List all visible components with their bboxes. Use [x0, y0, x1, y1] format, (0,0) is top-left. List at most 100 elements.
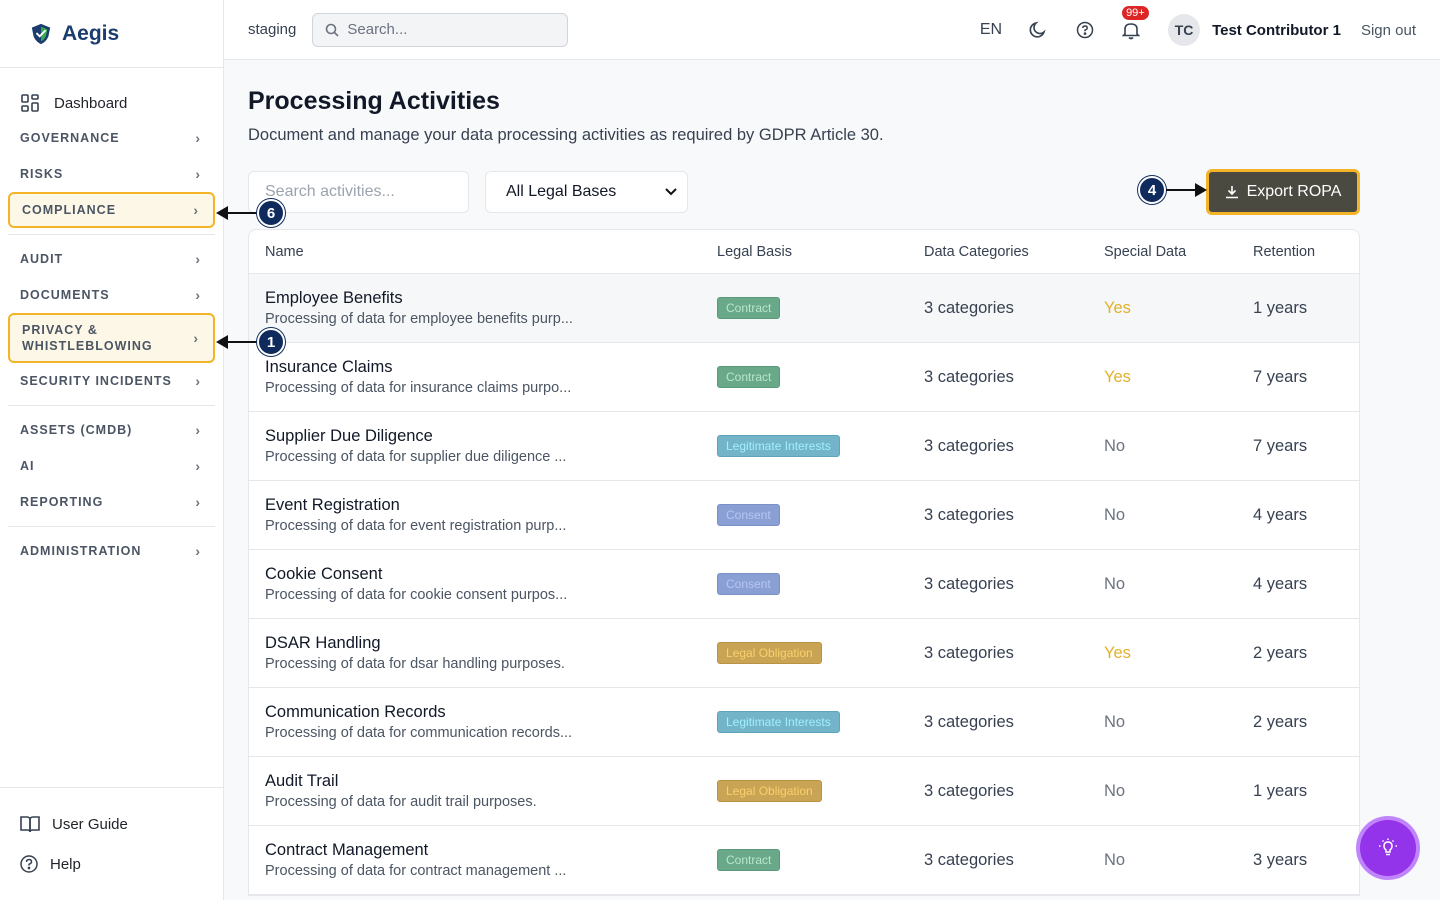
data-categories-cell: 3 categories: [924, 643, 1014, 662]
retention-cell: 4 years: [1253, 574, 1308, 593]
logo[interactable]: Aegis: [0, 0, 223, 68]
sidebar-item-privacy-whistleblowing[interactable]: PRIVACY & WHISTLEBLOWING ›: [8, 313, 215, 363]
activity-name[interactable]: DSAR Handling: [265, 634, 381, 652]
annotation-callout-4: 4: [1138, 176, 1166, 204]
sidebar-item-security-incidents[interactable]: SECURITY INCIDENTS ›: [8, 363, 215, 399]
activity-name[interactable]: Cookie Consent: [265, 565, 383, 583]
activity-name[interactable]: Audit Trail: [265, 772, 339, 790]
activity-name[interactable]: Event Registration: [265, 496, 400, 514]
assistant-fab-button[interactable]: [1360, 820, 1416, 876]
book-icon: [20, 816, 40, 833]
theme-toggle[interactable]: [1028, 20, 1048, 40]
help-circle-icon: [1076, 21, 1094, 39]
sidebar-item-governance[interactable]: GOVERNANCE ›: [8, 120, 215, 156]
table-row[interactable]: Employee Benefits Processing of data for …: [249, 274, 1359, 343]
data-categories-cell: 3 categories: [924, 436, 1014, 455]
help-label: Help: [50, 855, 81, 873]
divider: [8, 234, 215, 235]
sidebar-item-risks[interactable]: RISKS ›: [8, 156, 215, 192]
column-header-name[interactable]: Name: [265, 243, 304, 260]
divider: [8, 526, 215, 527]
shield-logo-icon: [31, 23, 51, 44]
user-guide-label: User Guide: [52, 815, 128, 833]
activity-name-cell: Supplier Due Diligence Processing of data…: [249, 427, 701, 465]
legal-basis-badge: Consent: [717, 504, 780, 526]
table-row[interactable]: Supplier Due Diligence Processing of data…: [249, 412, 1359, 481]
legal-basis-badge: Legal Obligation: [717, 780, 822, 802]
table-row[interactable]: DSAR Handling Processing of data for dsar…: [249, 619, 1359, 688]
global-search-input[interactable]: Search...: [312, 12, 569, 47]
export-ropa-button[interactable]: Export ROPA: [1206, 169, 1360, 215]
activity-name-cell: Contract Management Processing of data fo…: [249, 841, 701, 879]
sidebar-item-ai[interactable]: AI ›: [8, 448, 215, 484]
activity-name[interactable]: Insurance Claims: [265, 358, 393, 376]
avatar[interactable]: TC: [1168, 14, 1201, 46]
column-header-legal-basis[interactable]: Legal Basis: [717, 243, 792, 260]
sidebar-item-administration[interactable]: ADMINISTRATION ›: [8, 533, 215, 569]
special-data-cell: Yes: [1104, 298, 1131, 317]
table-row[interactable]: Event Registration Processing of data for…: [249, 481, 1359, 550]
sidebar-item-label: SECURITY INCIDENTS: [20, 374, 172, 388]
help-circle-icon: [20, 855, 38, 873]
help-button[interactable]: [1076, 21, 1094, 39]
notifications-button[interactable]: 99+: [1122, 6, 1149, 40]
sidebar-item-dashboard[interactable]: Dashboard: [8, 86, 215, 120]
activity-name[interactable]: Communication Records: [265, 703, 446, 721]
table-row[interactable]: Contract Management Processing of data fo…: [249, 826, 1359, 895]
sidebar-item-label: Dashboard: [54, 94, 128, 112]
activity-name[interactable]: Supplier Due Diligence: [265, 427, 433, 445]
lightbulb-icon: [1379, 838, 1397, 856]
sidebar-item-audit[interactable]: AUDIT ›: [8, 241, 215, 277]
table-row[interactable]: Audit Trail Processing of data for audit …: [249, 757, 1359, 826]
download-icon: [1225, 186, 1238, 199]
data-categories-cell: 3 categories: [924, 574, 1014, 593]
annotation-callout-1: 1: [257, 328, 285, 356]
user-guide-link[interactable]: User Guide: [20, 804, 203, 844]
sidebar-item-documents[interactable]: DOCUMENTS ›: [8, 277, 215, 313]
help-link[interactable]: Help: [20, 844, 203, 884]
activity-name-cell: Audit Trail Processing of data for audit …: [249, 772, 701, 810]
sidebar-item-compliance[interactable]: COMPLIANCE ›: [8, 192, 215, 228]
activity-search-input[interactable]: Search activities...: [248, 171, 469, 213]
chevron-right-icon: ›: [195, 543, 201, 559]
sign-out-link[interactable]: Sign out: [1360, 21, 1416, 39]
sidebar-item-label: DOCUMENTS: [20, 288, 110, 302]
sidebar-nav: Dashboard GOVERNANCE › RISKS › COMPLIANCE ›…: [0, 86, 223, 569]
chevron-right-icon: ›: [195, 458, 201, 474]
data-categories-cell: 3 categories: [924, 298, 1014, 317]
annotation-arrow: [226, 341, 260, 343]
legal-basis-select-value: All Legal Bases: [506, 183, 617, 200]
activity-name[interactable]: Contract Management: [265, 841, 429, 859]
activity-description: Processing of data for supplier due dili…: [265, 449, 567, 465]
table-row[interactable]: Cookie Consent Processing of data for coo…: [249, 550, 1359, 619]
language-switcher[interactable]: EN: [979, 21, 1003, 38]
activity-name[interactable]: Employee Benefits: [265, 289, 403, 307]
retention-cell: 1 years: [1253, 781, 1308, 800]
legal-basis-select[interactable]: All Legal Bases: [485, 171, 688, 213]
special-data-cell: No: [1104, 712, 1126, 731]
sidebar-item-reporting[interactable]: REPORTING ›: [8, 484, 215, 520]
chevron-right-icon: ›: [195, 494, 201, 510]
table-row[interactable]: Communication Records Processing of data …: [249, 688, 1359, 757]
column-header-special-data[interactable]: Special Data: [1104, 243, 1187, 260]
sidebar-item-assets[interactable]: ASSETS (CMDB) ›: [8, 412, 215, 448]
sidebar: Aegis Dashboard GOVERNANCE › RISKS › COMPL…: [0, 0, 224, 900]
legal-basis-badge: Legitimate Interests: [717, 711, 840, 733]
retention-cell: 1 years: [1253, 298, 1308, 317]
table-row[interactable]: Insurance Claims Processing of data for i…: [249, 343, 1359, 412]
sidebar-item-label: PRIVACY & WHISTLEBLOWING: [22, 323, 153, 353]
column-header-retention[interactable]: Retention: [1253, 243, 1316, 260]
activity-description: Processing of data for audit trail purpo…: [265, 794, 537, 810]
special-data-cell: No: [1104, 850, 1126, 869]
search-icon: [326, 23, 339, 37]
activity-name-cell: Employee Benefits Processing of data for …: [249, 289, 701, 327]
chevron-right-icon: ›: [195, 251, 201, 267]
chevron-right-icon: ›: [195, 422, 201, 438]
annotation-arrowhead: [1195, 183, 1207, 197]
column-header-data-categories[interactable]: Data Categories: [924, 243, 1029, 260]
sidebar-item-label: AUDIT: [20, 252, 64, 266]
legal-basis-cell: Consent: [701, 573, 908, 595]
processing-activities-table: Name Legal Basis Data Categories Special…: [248, 229, 1360, 896]
annotation-arrowhead: [216, 206, 228, 220]
special-data-cell: No: [1104, 436, 1126, 455]
